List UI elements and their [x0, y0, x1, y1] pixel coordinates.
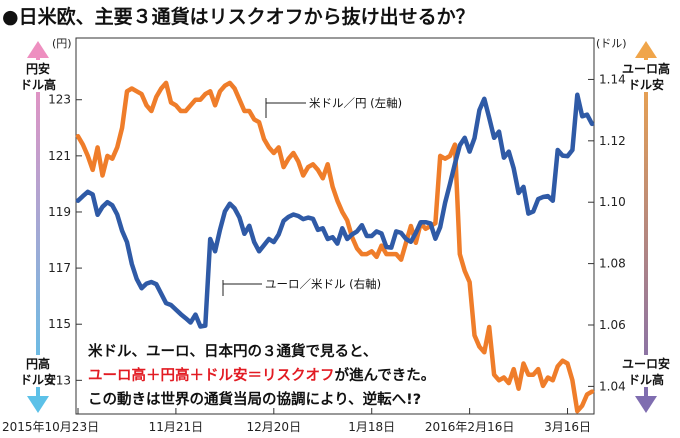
annotation-highlight: ユーロ高＋円高＋ドル安＝リスクオフ	[88, 366, 335, 384]
eur-usd-leader	[222, 280, 262, 296]
annotation-text: 米ドル、ユーロ、日本円の３通貨で見ると、 ユーロ高＋円高＋ドル安＝リスクオフが進…	[88, 342, 435, 408]
x-tick-label: 2015年10月23日	[2, 420, 99, 434]
right-axis-unit: (ドル)	[596, 37, 627, 50]
series-layer	[75, 80, 595, 414]
annotation-line3: この動きは世界の通貨当局の協調により、逆転へ!?	[88, 390, 421, 408]
chart-title: ●日米欧、主要３通貨はリスクオフから抜け出せるか？	[2, 5, 475, 28]
left-top-label-line1: 円安	[26, 61, 50, 76]
plot-frame	[75, 37, 595, 415]
right-top-label: ユーロ高 ドル安	[614, 60, 678, 92]
annotation-line2-rest: が進んできた。	[335, 366, 436, 384]
x-tick-label: 2016年2月16日	[425, 420, 514, 434]
right-top-label-line2: ドル安	[628, 77, 664, 92]
usd-jpy-series-label: 米ドル／円 (左軸)	[309, 96, 402, 110]
usd-jpy-leader	[265, 98, 306, 118]
left-tick-label: 115	[48, 317, 71, 331]
left-tick-label: 113	[48, 373, 71, 387]
right-axis-arrow	[635, 41, 657, 413]
left-bottom-label-line2: ドル安	[20, 372, 56, 387]
left-axis-arrow	[27, 41, 49, 413]
usd-jpy-line	[75, 80, 595, 414]
x-tick-label: 1月18日	[348, 420, 395, 434]
eur-usd-series-label: ユーロ／米ドル (右軸)	[265, 277, 381, 291]
left-tick-label: 123	[48, 93, 71, 107]
left-bottom-label: 円高 ドル安	[14, 355, 62, 387]
left-top-label-line2: ドル高	[20, 77, 56, 92]
x-tick-label: 12月20日	[247, 420, 302, 434]
left-tick-label: 121	[48, 149, 71, 163]
right-tick-label: 1.12	[599, 134, 626, 148]
x-axis-ticks: 2015年10月23日 11月21日 12月20日 1月18日 2016年2月16日 3月…	[2, 408, 591, 434]
right-top-label-line1: ユーロ高	[622, 61, 670, 76]
left-axis-unit: (円)	[52, 37, 72, 50]
right-bottom-label: ユーロ安 ドル高	[614, 355, 678, 387]
left-tick-label: 117	[48, 261, 71, 275]
x-tick-label: 3月16日	[544, 420, 591, 434]
right-tick-label: 1.14	[599, 72, 626, 86]
right-tick-label: 1.06	[599, 318, 626, 332]
right-bottom-label-line1: ユーロ安	[622, 356, 670, 371]
annotation-line1: 米ドル、ユーロ、日本円の３通貨で見ると、	[88, 342, 377, 360]
left-tick-label: 119	[48, 205, 71, 219]
annotation-line2: ユーロ高＋円高＋ドル安＝リスクオフが進んできた。	[88, 366, 435, 384]
right-bottom-label-line2: ドル高	[628, 372, 664, 387]
left-bottom-label-line1: 円高	[26, 356, 50, 371]
left-top-label: 円安 ドル高	[14, 60, 62, 92]
right-tick-label: 1.10	[599, 195, 626, 209]
right-tick-label: 1.04	[599, 379, 626, 393]
right-axis-ticks: 1.04 1.06 1.08 1.10 1.12 1.14	[588, 72, 626, 393]
right-tick-label: 1.08	[599, 257, 626, 271]
eur-usd-line	[75, 92, 595, 329]
left-axis-ticks: 113 115 117 119 121 123	[48, 93, 82, 387]
x-tick-label: 11月21日	[149, 420, 204, 434]
